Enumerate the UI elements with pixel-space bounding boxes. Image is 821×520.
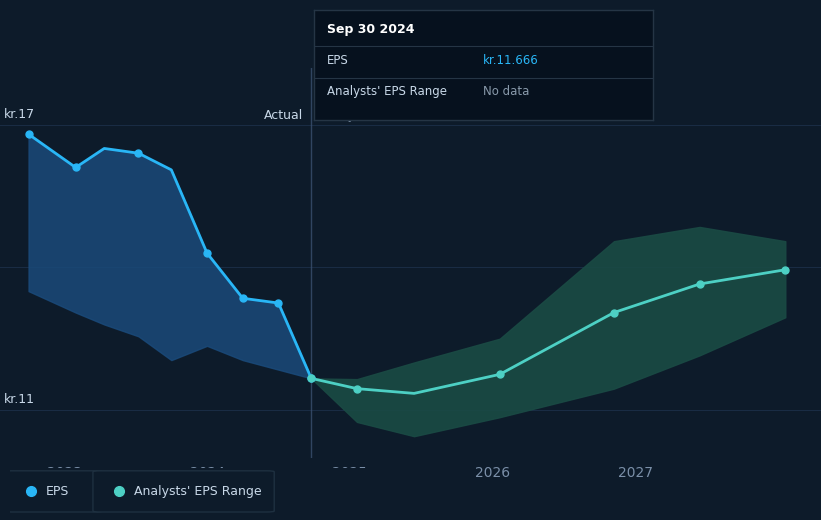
FancyBboxPatch shape <box>93 471 274 512</box>
Text: Analysts' EPS Range: Analysts' EPS Range <box>328 85 447 98</box>
Text: EPS: EPS <box>46 485 69 498</box>
Text: kr.11.666: kr.11.666 <box>483 54 539 67</box>
Text: Analysts Forecasts: Analysts Forecasts <box>320 109 436 122</box>
Text: kr.17: kr.17 <box>4 108 35 121</box>
Text: Actual: Actual <box>264 109 303 122</box>
Text: kr.11: kr.11 <box>4 393 35 406</box>
Text: Sep 30 2024: Sep 30 2024 <box>328 23 415 36</box>
Text: No data: No data <box>483 85 530 98</box>
Text: EPS: EPS <box>328 54 349 67</box>
Text: Analysts' EPS Range: Analysts' EPS Range <box>135 485 262 498</box>
FancyBboxPatch shape <box>4 471 103 512</box>
